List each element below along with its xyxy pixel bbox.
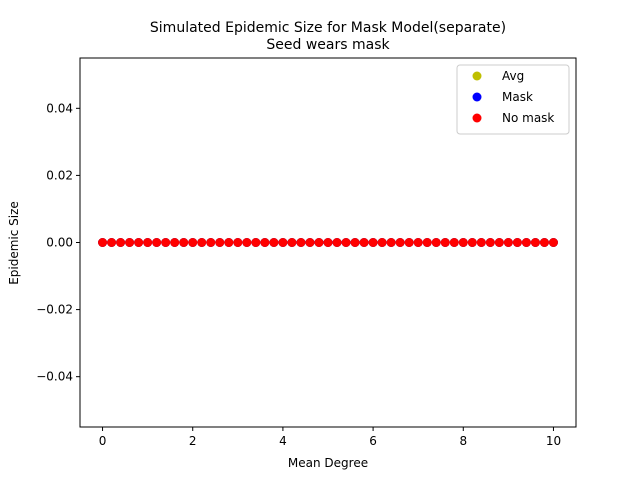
data-point xyxy=(449,238,459,247)
legend-label: Avg xyxy=(502,69,524,83)
x-tick-label: 6 xyxy=(369,434,377,448)
data-point xyxy=(440,238,450,247)
data-point xyxy=(314,238,324,247)
data-point xyxy=(152,238,162,247)
data-point xyxy=(404,238,414,247)
x-tick-label: 8 xyxy=(459,434,467,448)
data-point xyxy=(134,238,144,247)
series-no-mask xyxy=(98,238,558,247)
data-point xyxy=(494,238,504,247)
data-point xyxy=(350,238,360,247)
data-point xyxy=(530,238,540,247)
y-axis-label: Epidemic Size xyxy=(7,201,21,285)
data-point xyxy=(377,238,387,247)
legend-marker xyxy=(472,92,482,102)
data-point xyxy=(206,238,216,247)
chart-title: Simulated Epidemic Size for Mask Model(s… xyxy=(150,20,506,36)
data-point xyxy=(224,238,234,247)
data-point xyxy=(197,238,207,247)
data-point xyxy=(548,238,558,247)
data-point xyxy=(233,238,243,247)
data-point xyxy=(296,238,306,247)
data-point xyxy=(368,238,378,247)
y-tick-label: −0.04 xyxy=(36,370,73,384)
data-point xyxy=(341,238,351,247)
data-point xyxy=(395,238,405,247)
x-axis-label: Mean Degree xyxy=(288,456,368,470)
data-point xyxy=(305,238,315,247)
data-point xyxy=(170,238,180,247)
x-tick-label: 4 xyxy=(279,434,287,448)
data-point xyxy=(215,238,225,247)
legend-marker xyxy=(472,113,482,123)
data-point xyxy=(161,238,171,247)
x-tick-label: 2 xyxy=(189,434,197,448)
y-tick-label: 0.02 xyxy=(46,168,73,182)
plot-area xyxy=(79,57,577,428)
data-point xyxy=(125,238,135,247)
legend-marker xyxy=(472,71,482,81)
data-point xyxy=(476,238,486,247)
data-point xyxy=(260,238,270,247)
x-tick-label: 0 xyxy=(99,434,107,448)
chart-subtitle: Seed wears mask xyxy=(266,37,390,53)
data-point xyxy=(413,238,423,247)
data-point xyxy=(539,238,549,247)
data-point xyxy=(98,238,108,247)
data-point xyxy=(278,238,288,247)
data-point xyxy=(287,238,297,247)
legend-label: Mask xyxy=(502,90,533,104)
legend: Avg Mask No mask xyxy=(456,64,570,135)
x-tick-label: 10 xyxy=(546,434,561,448)
axis-ticks: 0 2 4 6 8 10 −0.04 −0.02 0.00 0.02 0.04 xyxy=(36,101,561,448)
data-point xyxy=(323,238,333,247)
data-point xyxy=(116,238,126,247)
data-point xyxy=(386,238,396,247)
data-point xyxy=(359,238,369,247)
y-tick-label: 0.04 xyxy=(46,101,73,115)
data-point xyxy=(251,238,261,247)
y-tick-label: 0.00 xyxy=(46,236,73,250)
legend-box xyxy=(456,64,570,135)
data-point xyxy=(179,238,189,247)
data-point xyxy=(143,238,153,247)
legend-label: No mask xyxy=(502,111,554,125)
data-point xyxy=(467,238,477,247)
data-point xyxy=(242,238,252,247)
data-point xyxy=(521,238,531,247)
data-point xyxy=(503,238,513,247)
data-point xyxy=(269,238,279,247)
y-tick-label: −0.02 xyxy=(36,303,73,317)
data-point xyxy=(458,238,468,247)
data-point xyxy=(422,238,432,247)
data-point xyxy=(485,238,495,247)
data-point xyxy=(332,238,342,247)
data-point xyxy=(431,238,441,247)
data-point xyxy=(512,238,522,247)
data-point xyxy=(188,238,198,247)
data-point xyxy=(107,238,117,247)
